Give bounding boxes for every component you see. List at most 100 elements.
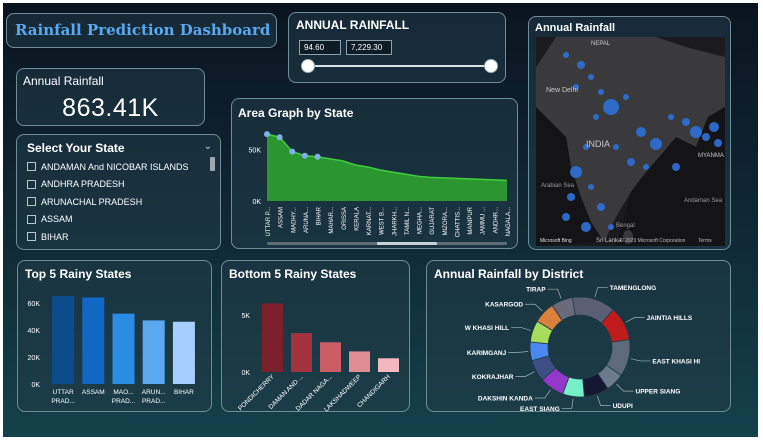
x-tick-label: ASSAM <box>82 389 105 396</box>
map-attribution: © 2023 Microsoft Corporation <box>620 237 686 244</box>
donut-label: EAST SIANG <box>520 406 560 413</box>
state-option[interactable]: ASSAM <box>27 211 207 229</box>
data-point <box>276 134 283 141</box>
x-tick-label: MADHY... <box>291 207 297 233</box>
range-min-input[interactable]: 94.60 <box>299 40 341 55</box>
top5-bar <box>172 321 195 384</box>
range-slider-min-handle[interactable] <box>301 59 315 73</box>
map-label: Andaman Sea <box>684 198 723 204</box>
x-tick-label: ARUNA... <box>304 207 310 233</box>
x-tick-label: BIHAR <box>174 389 194 396</box>
x-tick-label: KARNAT... <box>367 207 373 236</box>
donut-slice <box>551 297 576 321</box>
state-option[interactable]: ARUNACHAL PRADESH <box>27 193 207 211</box>
x-tick-label: MEGHA... <box>418 207 424 234</box>
bubble <box>682 118 690 126</box>
range-slider-max-handle[interactable] <box>484 59 498 73</box>
range-max-input[interactable]: 7,229.30 <box>346 40 392 55</box>
state-slicer: Select Your State ⌄ ANDAMAN And NICOBAR … <box>16 134 221 250</box>
kpi-value: 863.41K <box>62 94 159 122</box>
state-option[interactable]: ANDHRA PRADESH <box>27 176 207 194</box>
map-label: MYANMA <box>698 153 724 159</box>
x-tick-label: MAO... <box>113 389 133 396</box>
bubble <box>668 114 674 120</box>
top5-bar <box>142 320 165 384</box>
x-tick-label: UTTAR P... <box>266 207 272 237</box>
bubble <box>650 138 662 150</box>
checkbox[interactable] <box>27 162 36 172</box>
x-tick-label: WEST B... <box>380 207 386 235</box>
bing-logo: Microsoft Bing <box>540 238 572 244</box>
donut-leader-line <box>511 327 531 331</box>
donut-label: KARIMGANJ <box>467 350 507 357</box>
top5-card: Top 5 Rainy States 60K 40K 20K 0K UTTAR PRAD.… <box>17 260 212 412</box>
bubble <box>714 139 722 147</box>
chevron-down-icon[interactable]: ⌄ <box>203 141 212 152</box>
bubble <box>563 52 569 58</box>
map-terms-link[interactable]: Terms <box>698 238 712 244</box>
bubble <box>603 99 619 115</box>
range-filter-title: ANNUAL RAINFALL <box>296 18 410 32</box>
x-tick-label: ARUN... <box>142 389 166 396</box>
x-tick-label: ORISSA <box>342 207 348 230</box>
district-donut-chart: TAMENGLONG JAINTIA HILLS EAST KHASI HI UPPE… <box>465 285 701 413</box>
donut-leader-line <box>561 398 574 409</box>
donut-label: TAMENGLONG <box>610 285 656 292</box>
bubble <box>577 61 585 69</box>
x-tick-label: PRAD... <box>51 398 75 405</box>
bubble <box>570 166 582 178</box>
x-tick-label: JHARKH... <box>392 207 398 236</box>
rainfall-map[interactable]: NEPAL New Delhi INDIA Bengal MYANMA Anda… <box>536 37 725 246</box>
sea-shape <box>616 107 725 246</box>
bottom5-bar <box>291 333 312 372</box>
state-option-label: ASSAM <box>41 214 73 225</box>
bubble <box>598 89 604 95</box>
state-option-label: ANDAMAN And NICOBAR ISLANDS <box>41 161 189 172</box>
bottom5-bar <box>349 351 370 372</box>
state-list-scrollbar[interactable] <box>210 157 215 171</box>
range-slider-track[interactable] <box>308 65 491 67</box>
donut-leader-line <box>534 389 551 399</box>
checkbox[interactable] <box>27 197 36 207</box>
bottom5-bar <box>320 342 341 372</box>
state-slicer-title: Select Your State <box>27 141 125 155</box>
area-scrollbar-thumb <box>377 242 437 245</box>
top5-title: Top 5 Rainy States <box>25 267 132 281</box>
x-tick-label: ANDHR... <box>493 207 499 234</box>
checkbox[interactable] <box>27 179 36 189</box>
dashboard-title-card: Rainfall Prediction Dashboard <box>6 13 277 48</box>
bubble <box>643 164 649 170</box>
checkbox[interactable] <box>27 232 36 242</box>
y-tick-label: 20K <box>28 355 41 362</box>
bottom5-card: Bottom 5 Rainy States 5K 0K PONDICHERRY DAM… <box>221 260 410 413</box>
donut-leader-line <box>630 358 651 362</box>
x-tick-label: NAGALA... <box>506 207 512 237</box>
bubble <box>608 224 614 230</box>
land-shape <box>536 37 725 242</box>
checkbox[interactable] <box>27 214 36 224</box>
data-point <box>289 148 296 155</box>
annual-rainfall-range-filter: ANNUAL RAINFALL 94.60 7,229.30 <box>288 12 506 83</box>
map-label: New Delhi <box>546 87 578 94</box>
rainfall-bubbles <box>562 52 722 232</box>
area-fill <box>267 134 507 201</box>
bubble <box>613 144 619 150</box>
data-point <box>314 153 321 160</box>
x-tick-label: BIHAR <box>317 206 323 225</box>
state-option[interactable]: ANDAMAN And NICOBAR ISLANDS <box>27 158 207 176</box>
map-card: Annual Rainfall NEPAL New Delhi I <box>528 16 731 250</box>
donut-title: Annual Rainfall by District <box>434 267 584 281</box>
x-tick-label: KERALA <box>354 207 360 231</box>
bottom5-bar <box>378 358 399 372</box>
bubble <box>588 74 594 80</box>
donut-leader-line <box>508 351 529 353</box>
bubble <box>672 163 680 171</box>
y-tick-label: 60K <box>28 301 41 308</box>
donut-label: UDUPI <box>613 403 633 410</box>
top5-bar <box>82 297 105 384</box>
bubble <box>690 126 702 138</box>
state-list: ANDAMAN And NICOBAR ISLANDS ANDHRA PRADE… <box>27 158 207 246</box>
state-option-label: ANDHRA PRADESH <box>41 179 125 190</box>
bubble <box>567 193 575 201</box>
state-option[interactable]: BIHAR <box>27 228 207 246</box>
